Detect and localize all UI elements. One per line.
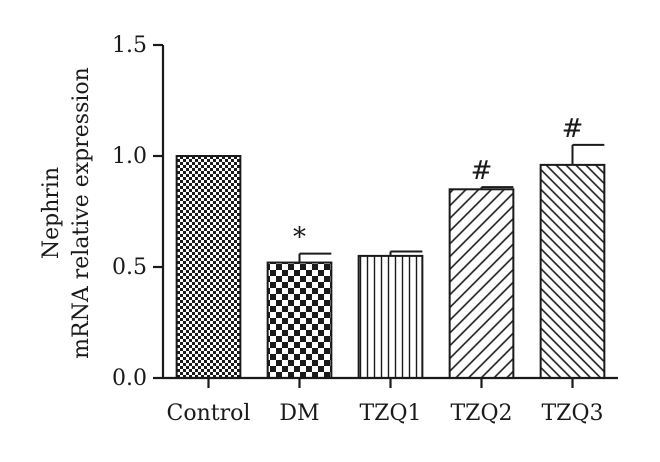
y-axis-title-line-2: mRNA relative expression xyxy=(69,67,94,359)
significance-mark-tzq2: # xyxy=(471,156,493,186)
x-axis-ticks: Control DM TZQ1 TZQ2 TZQ3 xyxy=(167,378,604,426)
x-tick-label: DM xyxy=(279,401,319,426)
bar-tzq3 xyxy=(539,163,606,379)
bar-control xyxy=(175,155,242,379)
x-tick-label: TZQ2 xyxy=(451,401,513,426)
bar-tzq2 xyxy=(448,188,515,379)
y-tick-label: 1.0 xyxy=(112,144,147,169)
x-tick-label: Control xyxy=(167,401,251,426)
y-tick-label: 0.0 xyxy=(112,366,147,391)
bars: * # # xyxy=(175,114,606,379)
bar-dm xyxy=(266,261,333,379)
x-tick-label: TZQ1 xyxy=(360,401,422,426)
y-tick-label: 0.5 xyxy=(112,255,147,280)
y-axis-ticks: 0.0 0.5 1.0 1.5 xyxy=(112,33,163,391)
x-tick-label: TZQ3 xyxy=(542,401,604,426)
bar-tzq1 xyxy=(357,254,424,379)
significance-mark-tzq3: # xyxy=(562,114,584,144)
y-axis-title: Nephrin mRNA relative expression xyxy=(39,67,94,359)
significance-mark-dm: * xyxy=(293,223,306,253)
y-axis-title-line-1: Nephrin xyxy=(39,167,64,259)
y-tick-label: 1.5 xyxy=(112,33,147,58)
